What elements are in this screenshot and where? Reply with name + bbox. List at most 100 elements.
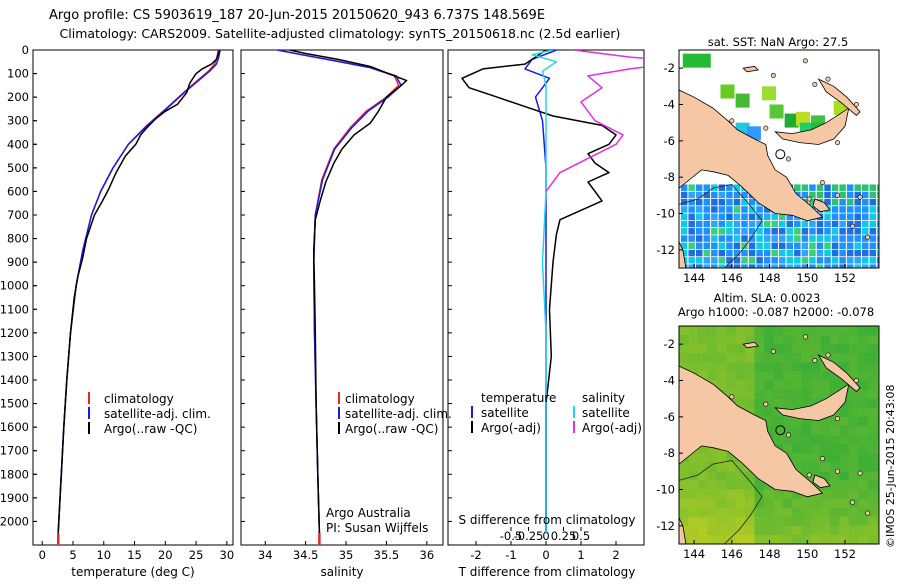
sst-cell	[854, 235, 861, 242]
sla-cell	[858, 425, 869, 436]
island	[763, 401, 769, 407]
depth-tick-label: 300	[7, 114, 29, 128]
island	[834, 416, 840, 422]
x-tick-label: 2	[612, 548, 619, 562]
sla-cell	[773, 362, 784, 373]
sla-cell	[726, 344, 737, 355]
argo-position-marker	[775, 149, 786, 160]
sla-cell	[792, 516, 803, 527]
sla-cell	[792, 444, 803, 455]
island	[770, 72, 776, 78]
sla-cell	[707, 335, 718, 346]
sst-cell	[763, 249, 771, 257]
sla-cell	[811, 389, 822, 400]
sla-cell	[811, 462, 822, 473]
sst-cell	[786, 220, 794, 228]
sst-cell	[839, 191, 846, 199]
sst-cell	[862, 257, 869, 264]
sla-cell	[754, 344, 765, 355]
sst-cell	[680, 249, 688, 257]
sla-cell	[792, 489, 803, 500]
sla-cell	[858, 453, 869, 464]
sla-cell	[688, 344, 699, 355]
map-x-tick-label: 144	[683, 271, 705, 285]
sla-cell	[716, 353, 727, 364]
sla-cell	[782, 344, 793, 355]
island	[834, 140, 840, 146]
sla-cell	[867, 335, 878, 346]
sla-cell	[716, 525, 727, 536]
sla-cell	[848, 362, 859, 373]
sst-cell	[726, 191, 733, 199]
sla-cell	[735, 471, 746, 482]
sst-cell	[846, 235, 854, 242]
sla-cell	[820, 462, 831, 473]
sla-cell	[726, 498, 737, 509]
pi-label: PI: Susan Wijffels	[326, 521, 428, 535]
sst-cell	[846, 257, 854, 264]
sla-cell	[792, 534, 803, 544]
sst-cell	[862, 198, 869, 206]
sst-cell	[703, 206, 711, 213]
sst-cell	[756, 242, 763, 250]
sst-cell	[877, 228, 879, 235]
sla-cell	[745, 534, 756, 544]
sla-cell	[697, 344, 708, 355]
sst-cell	[711, 220, 718, 228]
sst-cell	[741, 198, 748, 206]
sla-cell	[867, 453, 878, 464]
sla-cell	[707, 480, 718, 491]
sla-cell	[697, 326, 708, 336]
sst-cell	[824, 242, 831, 250]
sst-cell	[846, 206, 854, 213]
sst-cell	[688, 264, 695, 268]
sst-cell	[733, 242, 741, 250]
sla-cell	[707, 344, 718, 355]
sla-cell	[801, 435, 812, 445]
legend-label-temperature-satellite: satellite	[481, 406, 529, 420]
sla-cell	[867, 416, 878, 427]
sla-cell	[735, 489, 746, 500]
sla-cell	[773, 516, 784, 527]
sla-cell	[726, 326, 737, 336]
sla-cell	[773, 389, 784, 400]
sst-cell	[680, 235, 688, 242]
sla-cell	[782, 416, 793, 427]
island	[785, 156, 791, 162]
sst-cell	[748, 198, 756, 206]
sla-cell	[782, 525, 793, 536]
sla-cell	[801, 462, 812, 473]
sst-cell	[711, 206, 718, 213]
sst-cell	[816, 228, 824, 235]
sla-cell	[848, 425, 859, 436]
sst-cell	[862, 235, 869, 242]
sla-cell	[707, 507, 718, 518]
sst-cell	[831, 184, 839, 191]
sst-cell	[801, 264, 809, 268]
sla-cell	[716, 335, 727, 346]
sst-cell	[831, 242, 839, 250]
sst-cell	[831, 206, 839, 213]
sst-cell	[720, 84, 735, 99]
depth-tick-label: 100	[7, 67, 29, 81]
sst-cell	[854, 198, 861, 206]
sla-cell	[858, 371, 869, 382]
sla-cell	[763, 425, 774, 436]
sst-cell	[831, 198, 839, 206]
sst-cell	[786, 264, 794, 268]
sla-cell	[792, 498, 803, 509]
sla-cell	[754, 353, 765, 364]
sla-cell	[811, 362, 822, 373]
sla-cell	[848, 407, 859, 418]
sla-cell	[801, 344, 812, 355]
sst-cell	[877, 235, 879, 242]
sst-cell	[695, 213, 703, 220]
sla-cell	[745, 489, 756, 500]
map-x-tick-label: 150	[796, 271, 818, 285]
depth-tick-label: 600	[7, 184, 29, 198]
island	[812, 82, 818, 88]
sst-cell	[763, 213, 771, 220]
sst-cell	[741, 213, 748, 220]
sla-cell	[792, 398, 803, 409]
sst-cell	[786, 213, 794, 220]
